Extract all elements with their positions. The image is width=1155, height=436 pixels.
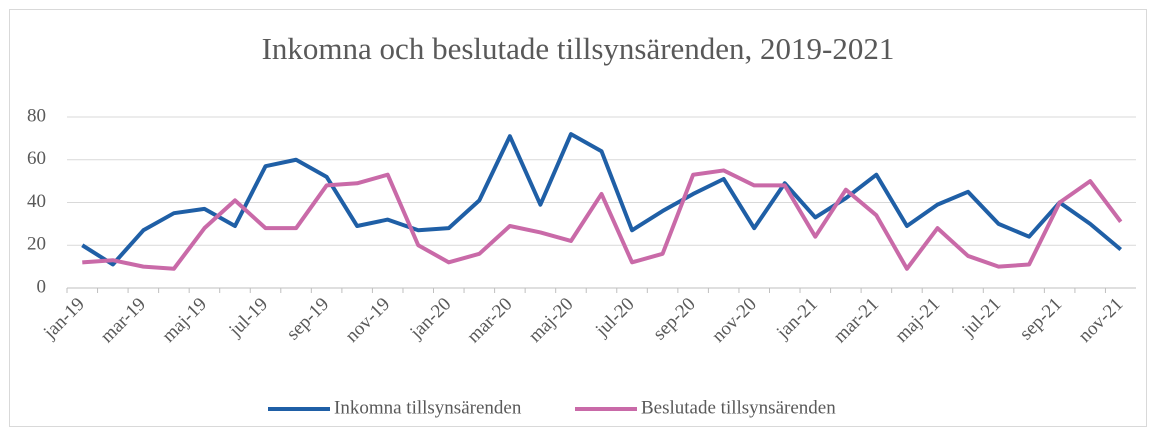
y-tick-label: 60 <box>27 148 46 169</box>
chart-border <box>9 9 1147 427</box>
legend-label: Beslutade tillsynsärenden <box>641 397 836 418</box>
legend-label: Inkomna tillsynsärenden <box>334 397 522 418</box>
line-series <box>81 132 1123 267</box>
y-tick-label: 80 <box>27 105 46 126</box>
y-tick-label: 0 <box>37 276 47 297</box>
y-tick-label: 20 <box>27 234 46 255</box>
y-tick-label: 40 <box>27 191 46 212</box>
line-series <box>82 168 1123 271</box>
chart-title: Inkomna och beslutade tillsynsärenden, 2… <box>262 31 895 66</box>
